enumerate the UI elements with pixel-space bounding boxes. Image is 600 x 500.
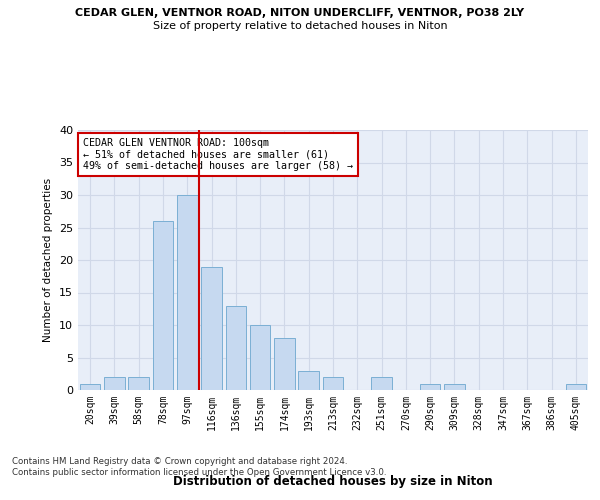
Text: Contains HM Land Registry data © Crown copyright and database right 2024.
Contai: Contains HM Land Registry data © Crown c… xyxy=(12,458,386,477)
Bar xyxy=(128,377,149,390)
Bar xyxy=(323,377,343,390)
Bar xyxy=(177,195,197,390)
Text: CEDAR GLEN VENTNOR ROAD: 100sqm
← 51% of detached houses are smaller (61)
49% of: CEDAR GLEN VENTNOR ROAD: 100sqm ← 51% of… xyxy=(83,138,353,171)
Bar xyxy=(420,384,440,390)
Text: Size of property relative to detached houses in Niton: Size of property relative to detached ho… xyxy=(152,21,448,31)
Bar xyxy=(152,221,173,390)
Text: CEDAR GLEN, VENTNOR ROAD, NITON UNDERCLIFF, VENTNOR, PO38 2LY: CEDAR GLEN, VENTNOR ROAD, NITON UNDERCLI… xyxy=(76,8,524,18)
Bar xyxy=(104,377,125,390)
Bar xyxy=(226,306,246,390)
Bar xyxy=(201,266,222,390)
Text: Distribution of detached houses by size in Niton: Distribution of detached houses by size … xyxy=(173,474,493,488)
Bar xyxy=(274,338,295,390)
Bar xyxy=(566,384,586,390)
Y-axis label: Number of detached properties: Number of detached properties xyxy=(43,178,53,342)
Bar xyxy=(298,370,319,390)
Bar xyxy=(444,384,465,390)
Bar xyxy=(80,384,100,390)
Bar xyxy=(371,377,392,390)
Bar xyxy=(250,325,271,390)
